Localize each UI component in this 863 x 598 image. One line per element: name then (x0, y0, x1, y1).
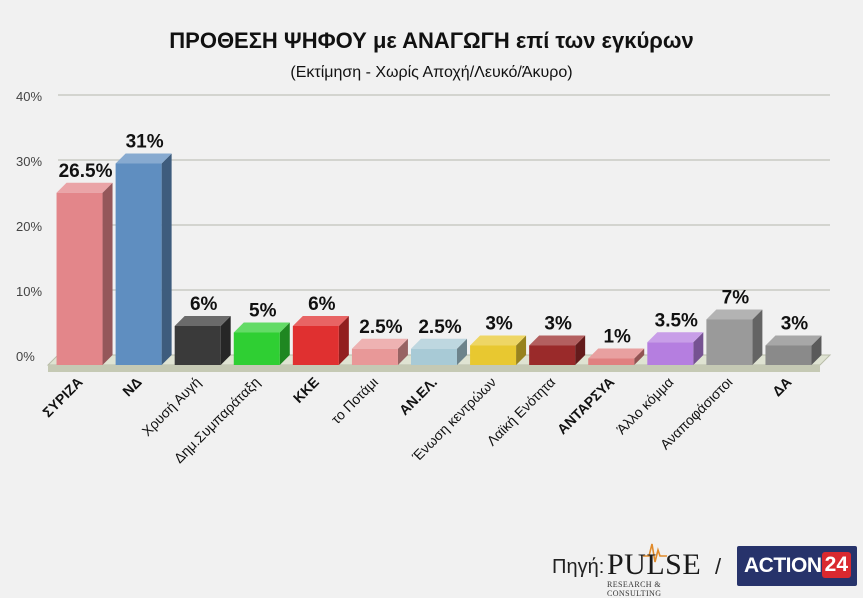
y-tick-label: 0% (16, 349, 35, 364)
bar (529, 345, 576, 365)
source-label: Πηγή: (552, 556, 605, 578)
x-tick-label: το Ποτάμι (328, 374, 381, 427)
bar-top (765, 335, 822, 346)
bar-top (647, 332, 704, 343)
action24-logo: ACTION 24 (737, 546, 857, 586)
pulse-logo: PULSE RESEARCH & CONSULTING (603, 542, 707, 598)
action24-number: 24 (821, 552, 851, 578)
bar (470, 345, 517, 365)
y-tick-label: 10% (16, 284, 42, 299)
bar (233, 332, 280, 365)
bar-value-label: 3% (544, 314, 572, 335)
bar-value-label: 3% (781, 314, 809, 335)
bar (174, 326, 221, 365)
bar-side (634, 348, 645, 365)
bar-value-label: 2.5% (359, 317, 402, 338)
source-row: Πηγή: PULSE RESEARCH & CONSULTING / ACTI… (0, 540, 863, 598)
bar-top (470, 335, 527, 346)
bar-side (575, 335, 586, 365)
bar-side (752, 309, 763, 365)
bar (765, 345, 812, 365)
bar-side (693, 332, 704, 365)
bar-value-label: 7% (722, 288, 750, 309)
x-tick-label: ΑΝΤΑΡΣΥΑ (554, 374, 617, 437)
bar-top (233, 322, 290, 333)
bar-side (279, 322, 290, 365)
x-tick-label: ΔΑ (769, 374, 795, 400)
x-tick-label: ΚΚΕ (290, 374, 322, 406)
bar-side (397, 338, 408, 365)
bar-top (529, 335, 586, 346)
bar-top (351, 338, 408, 349)
x-tick-label: Χρυσή Αυγή (139, 374, 204, 439)
bar-value-label: 6% (190, 294, 218, 315)
x-tick-label: ΝΔ (119, 374, 145, 400)
bar-side (811, 335, 822, 365)
x-tick-label: ΑΝ.ΕΛ. (396, 374, 440, 418)
action24-word: ACTION (744, 554, 822, 577)
bar-side (161, 153, 172, 365)
bar-side (338, 316, 349, 365)
y-tick-label: 20% (16, 219, 42, 234)
bar (647, 342, 694, 365)
bar-top (292, 316, 349, 326)
bar (411, 348, 457, 365)
bar (56, 192, 103, 365)
bar (706, 319, 753, 365)
bar (588, 358, 635, 365)
bar-top (174, 316, 231, 326)
bar-top (588, 348, 645, 359)
pulse-line-icon (643, 543, 667, 563)
bar-value-label: 5% (249, 301, 277, 322)
bar-value-label: 26.5% (59, 161, 113, 182)
bar-top (706, 309, 763, 320)
bar-side (220, 316, 231, 365)
bar-value-label: 31% (126, 132, 164, 153)
bar (115, 163, 162, 365)
bar-value-label: 6% (308, 294, 336, 315)
x-tick-label: ΣΥΡΙΖΑ (39, 374, 85, 420)
bar (351, 348, 398, 365)
bar-value-label: 3.5% (655, 310, 698, 331)
y-tick-label: 30% (16, 154, 42, 169)
pulse-tagline: RESEARCH & CONSULTING (607, 580, 662, 598)
bar-value-label: 1% (603, 327, 631, 348)
bar-top (411, 338, 467, 349)
pulse-wordmark: PULSE (607, 548, 702, 581)
bar-value-label: 2.5% (418, 317, 461, 338)
bar-top (56, 182, 113, 193)
bar-top (115, 153, 172, 164)
source-separator: / (715, 554, 722, 579)
bar-side (457, 338, 467, 365)
bar-side (102, 182, 113, 365)
bar-side (516, 335, 527, 365)
bar-value-label: 3% (485, 314, 513, 335)
y-tick-label: 40% (16, 89, 42, 104)
chart-floor-edge (48, 365, 820, 372)
bar-chart: 0% 10% 20% 30% 40% 26.5% ΣΥΡΙΖΑ 31% ΝΔ 6% Χρυσή Αυ… (16, 89, 832, 466)
x-tick-label: Άλλο κόμμα (613, 374, 676, 437)
bar (292, 326, 339, 365)
chart-subtitle: (Εκτίμηση - Χωρίς Αποχή/Λευκό/Άκυρο) (290, 64, 573, 81)
chart-title: ΠΡΟΘΕΣΗ ΨΗΦΟΥ με ΑΝΑΓΩΓΗ επί των εγκύρων (169, 28, 694, 53)
